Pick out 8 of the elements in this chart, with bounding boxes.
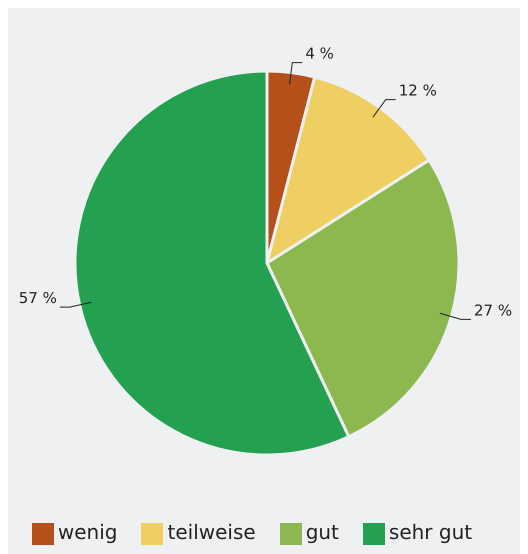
data-label: 4 %	[305, 44, 334, 63]
legend-label: gut	[306, 520, 339, 544]
data-label: 27 %	[474, 301, 512, 320]
legend-label: teilweise	[167, 520, 256, 544]
legend-label: sehr gut	[388, 520, 472, 544]
data-label: 57 %	[18, 289, 57, 308]
legend-label: wenig	[58, 520, 118, 544]
data-label: 12 %	[398, 82, 437, 100]
